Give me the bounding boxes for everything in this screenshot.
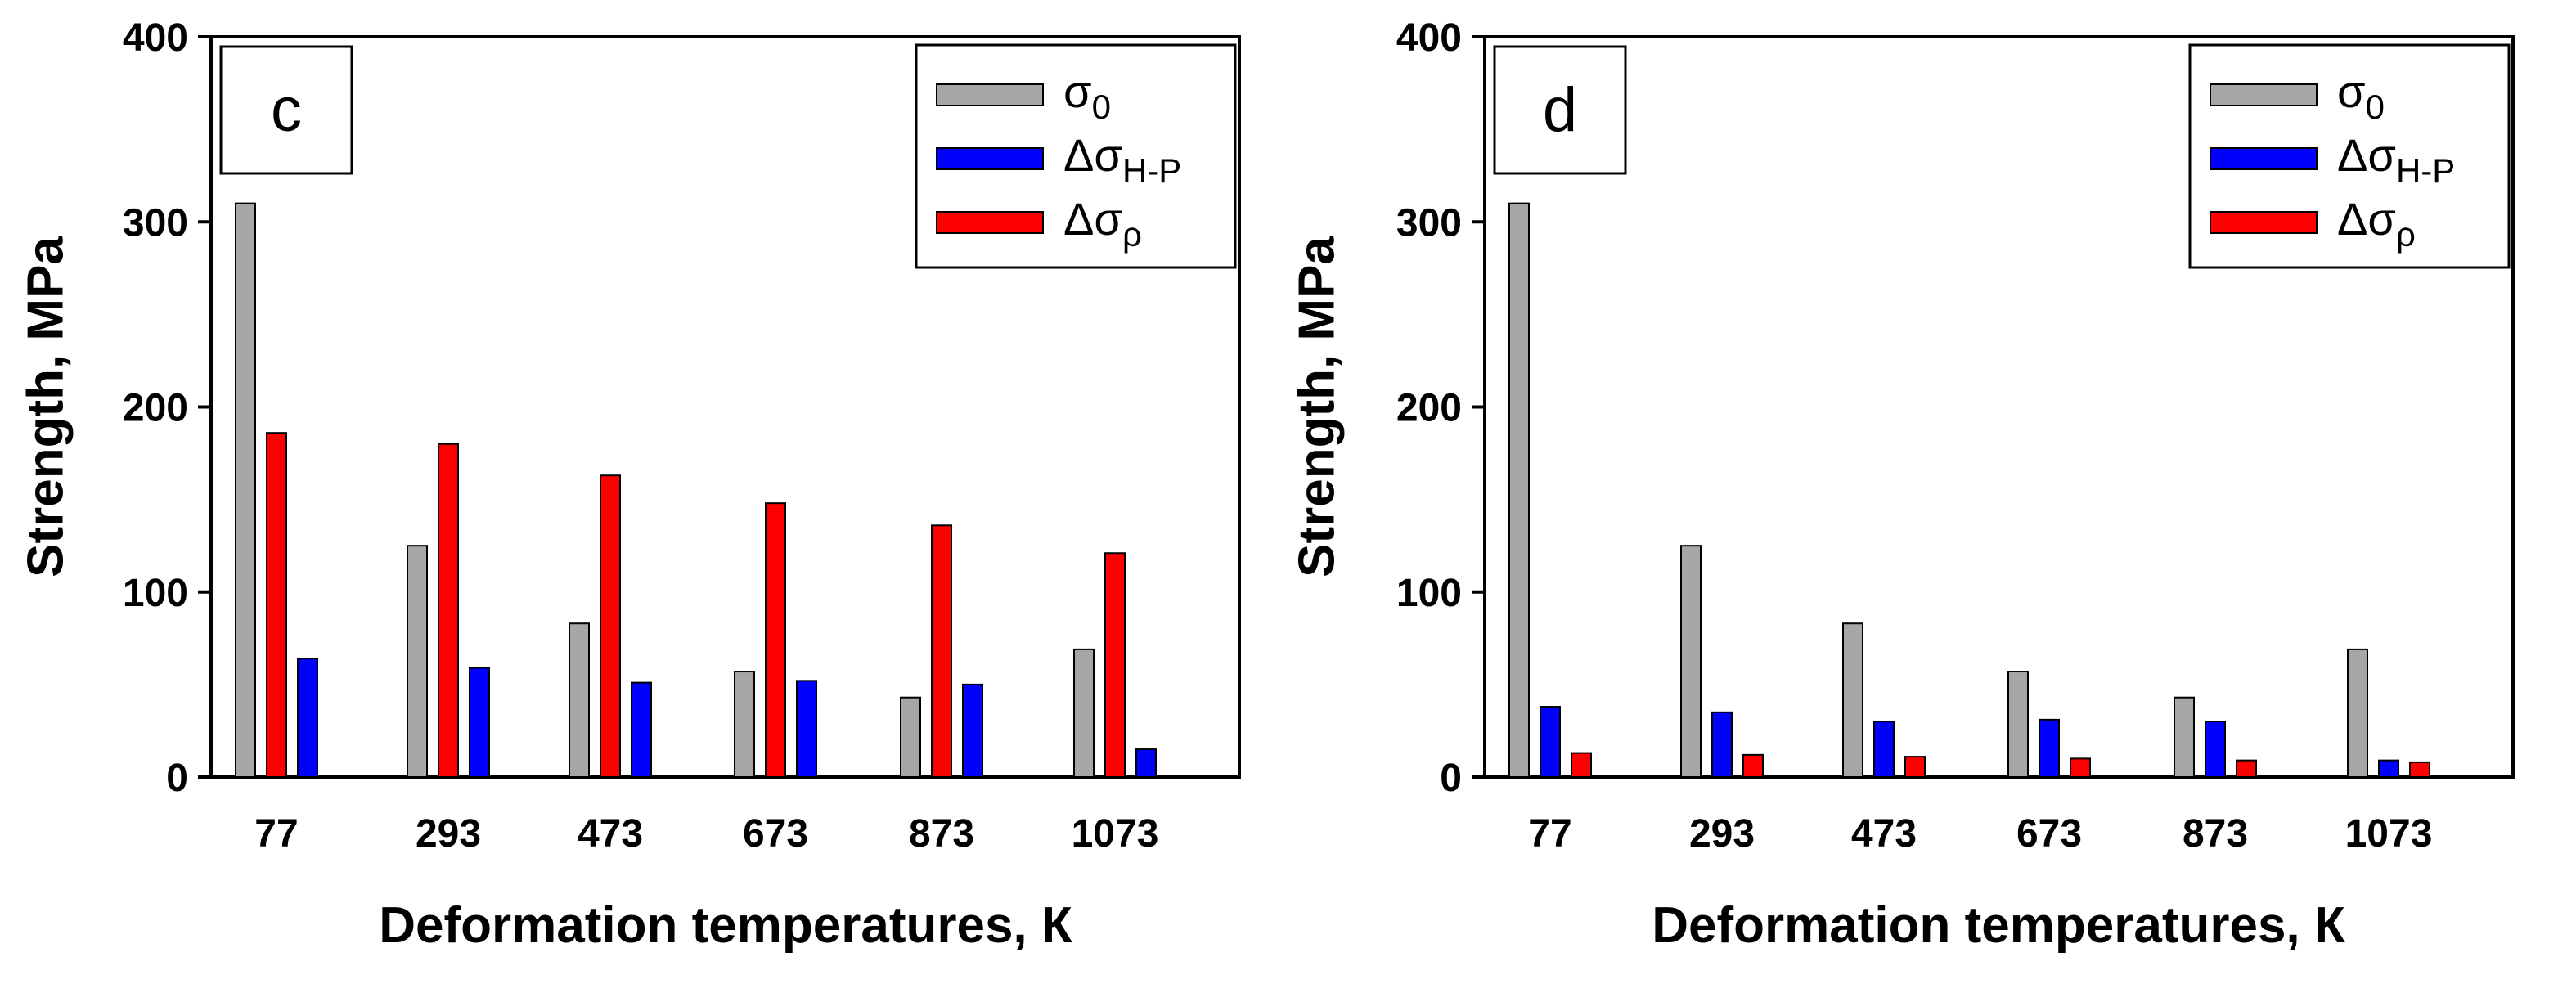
bar-hp <box>631 681 652 778</box>
legend-swatch-sigma0 <box>936 83 1044 106</box>
bar-sigma0 <box>407 545 428 778</box>
bar-hp <box>962 683 983 778</box>
x-axis-title: Deformation temperatures, К <box>379 897 1072 954</box>
legend-subscript: ρ <box>1122 215 1142 254</box>
legend-entry: σ0 <box>2337 65 2385 126</box>
bar-hp <box>2378 759 2399 779</box>
legend-entry: ΔσH-P <box>1063 129 1181 190</box>
x-axis-title: Deformation temperatures, К <box>1652 897 2345 954</box>
bar-rho <box>600 474 621 779</box>
legend-subscript: 0 <box>2366 88 2385 126</box>
bar-rho <box>931 524 952 778</box>
bar-hp <box>1135 748 1157 778</box>
x-tick-label: 293 <box>416 812 481 856</box>
bar-rho <box>2070 757 2091 778</box>
bar-rho <box>765 502 786 779</box>
legend-subscript: ρ <box>2396 215 2416 254</box>
y-tick-label: 400 <box>123 16 188 60</box>
legend-swatch-rho <box>2210 211 2318 234</box>
bar-sigma0 <box>2347 648 2368 779</box>
x-tick-label: 473 <box>1851 812 1917 856</box>
y-axis-title: Strength, MPa <box>1288 236 1345 577</box>
bar-sigma0 <box>235 202 256 778</box>
bar-rho <box>1571 752 1592 779</box>
legend-symbol: σ <box>1063 65 1092 117</box>
x-tick-label: 673 <box>2016 812 2082 856</box>
bar-rho <box>2236 759 2257 779</box>
legend-entry: Δσρ <box>1063 193 1142 254</box>
legend-entry: Δσρ <box>2337 193 2416 254</box>
x-tick-label: 77 <box>254 812 298 856</box>
bar-sigma0 <box>1680 545 1702 778</box>
legend-entry: ΔσH-P <box>2337 129 2455 190</box>
legend-symbol: σ <box>2337 65 2366 117</box>
bar-hp <box>796 680 817 778</box>
x-tick-label: 1073 <box>2345 812 2433 856</box>
bar-sigma0 <box>569 622 590 779</box>
bar-rho <box>266 432 287 778</box>
y-tick-label: 200 <box>123 387 188 430</box>
y-tick-label: 100 <box>123 572 188 615</box>
bar-hp <box>2039 718 2060 778</box>
panel-label-box <box>1493 45 1627 175</box>
bar-hp <box>2205 721 2226 778</box>
bar-rho <box>2409 761 2430 779</box>
legend-symbol: Δσ <box>1063 193 1122 245</box>
y-tick-label: 200 <box>1396 387 1462 430</box>
legend-subscript: 0 <box>1092 88 1111 126</box>
legend-swatch-rho <box>936 211 1044 234</box>
legend-subscript: H-P <box>1122 151 1181 190</box>
x-tick-label: 77 <box>1528 812 1571 856</box>
bar-rho <box>1742 753 1764 778</box>
bar-hp <box>1711 711 1733 778</box>
bar-hp <box>297 658 318 779</box>
bar-rho <box>1904 756 1926 778</box>
x-tick-label: 1073 <box>1072 812 1159 856</box>
bar-sigma0 <box>1508 202 1530 778</box>
legend-symbol: Δσ <box>2337 193 2396 245</box>
y-tick-label: 0 <box>1440 757 1462 800</box>
x-tick-label: 293 <box>1689 812 1755 856</box>
y-tick-label: 0 <box>166 757 188 800</box>
legend-swatch-sigma0 <box>2210 83 2318 106</box>
bar-hp <box>1873 721 1895 778</box>
x-tick-label: 873 <box>2183 812 2248 856</box>
bar-rho <box>438 443 459 778</box>
legend-swatch-hp <box>936 147 1044 170</box>
x-tick-label: 473 <box>578 812 643 856</box>
bar-sigma0 <box>2174 696 2195 779</box>
y-tick-label: 100 <box>1396 572 1462 615</box>
panel-label-box <box>219 45 353 175</box>
bar-sigma0 <box>1073 648 1095 779</box>
x-tick-label: 873 <box>909 812 974 856</box>
bar-sigma0 <box>900 696 921 779</box>
bar-hp <box>1540 706 1561 779</box>
y-tick-label: 300 <box>1396 201 1462 245</box>
bar-sigma0 <box>734 671 755 778</box>
x-tick-label: 673 <box>743 812 808 856</box>
legend-symbol: Δσ <box>1063 129 1122 181</box>
legend-subscript: H-P <box>2396 151 2455 190</box>
y-axis-title: Strength, MPa <box>17 236 74 577</box>
chart-panel-c: 0 100 200 300 400 77 293 473 673 873 1073Deformati… <box>17 16 1241 954</box>
y-tick-label: 300 <box>123 201 188 245</box>
bar-sigma0 <box>1842 622 1863 779</box>
y-tick-label: 400 <box>1396 16 1462 60</box>
bar-rho <box>1104 552 1126 778</box>
panel-label: c <box>271 75 302 145</box>
legend-entry: σ0 <box>1063 65 1111 126</box>
panel-label: d <box>1543 75 1577 145</box>
legend-swatch-hp <box>2210 147 2318 170</box>
legend-symbol: Δσ <box>2337 129 2396 181</box>
bar-sigma0 <box>2007 671 2029 778</box>
bar-hp <box>469 667 490 779</box>
chart-panel-d: 0 100 200 300 400 77 293 473 673 873 1073Deformati… <box>1288 16 2515 954</box>
